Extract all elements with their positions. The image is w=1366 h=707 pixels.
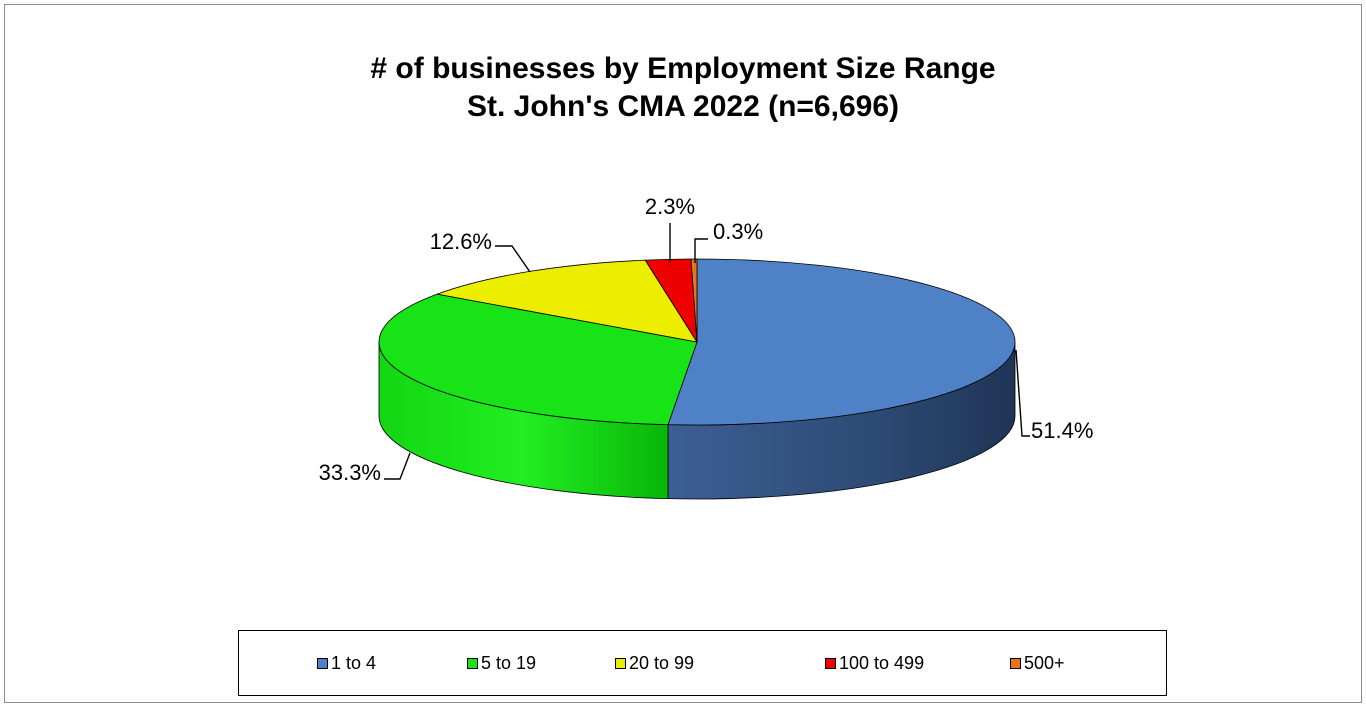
slice-20-to-99 xyxy=(435,259,698,343)
legend-swatch-500 xyxy=(1010,657,1021,669)
chart-title-line-2: St. John's CMA 2022 (n=6,696) xyxy=(467,90,899,123)
slice-500 xyxy=(690,258,698,343)
legend-swatch-5-to-19 xyxy=(467,657,478,669)
legend: 1 to 4 5 to 19 20 to 99 100 to 499 500+ xyxy=(238,630,1167,696)
data-label-20-to-99: 12.6% xyxy=(430,229,492,254)
legend-label-500: 500+ xyxy=(1024,653,1065,673)
legend-swatch-100-to-499 xyxy=(825,657,836,669)
legend-label-100-to-499: 100 to 499 xyxy=(839,653,925,673)
data-label-100-to-499: 2.3% xyxy=(645,194,695,219)
leader-line-1-to-4 xyxy=(1015,349,1030,437)
leader-line-20-to-99 xyxy=(495,245,531,273)
legend-label-5-to-19: 5 to 19 xyxy=(481,653,537,673)
legend-item-100-to-499: 100 to 499 xyxy=(825,653,924,673)
slice-1-to-4 xyxy=(667,258,1016,426)
pie-slices xyxy=(378,258,1016,426)
legend-label-1-to-4: 1 to 4 xyxy=(331,653,377,673)
leader-lines xyxy=(384,223,1030,480)
legend-swatch-1-to-4 xyxy=(317,657,328,669)
legend-item-500: 500+ xyxy=(1010,653,1065,673)
leader-line-5-to-19 xyxy=(384,452,411,480)
data-label-1-to-4: 51.4% xyxy=(1031,418,1093,443)
legend-label-20-to-99: 20 to 99 xyxy=(629,653,695,673)
legend-item-5-to-19: 5 to 19 xyxy=(467,653,536,673)
data-labels: 51.4% 33.3% 12.6% 2.3% 0.3% xyxy=(319,194,1094,485)
legend-swatch-20-to-99 xyxy=(615,657,626,669)
slice-5-to-19 xyxy=(378,293,698,426)
leader-line-500 xyxy=(694,238,708,263)
legend-item-1-to-4: 1 to 4 xyxy=(317,653,376,673)
legend-item-20-to-99: 20 to 99 xyxy=(615,653,694,673)
data-label-500: 0.3% xyxy=(713,219,763,244)
chart-title-line-1: # of businesses by Employment Size Range xyxy=(370,52,996,85)
data-label-5-to-19: 33.3% xyxy=(319,460,381,485)
chart-title: # of businesses by Employment Size Range… xyxy=(0,50,1366,126)
